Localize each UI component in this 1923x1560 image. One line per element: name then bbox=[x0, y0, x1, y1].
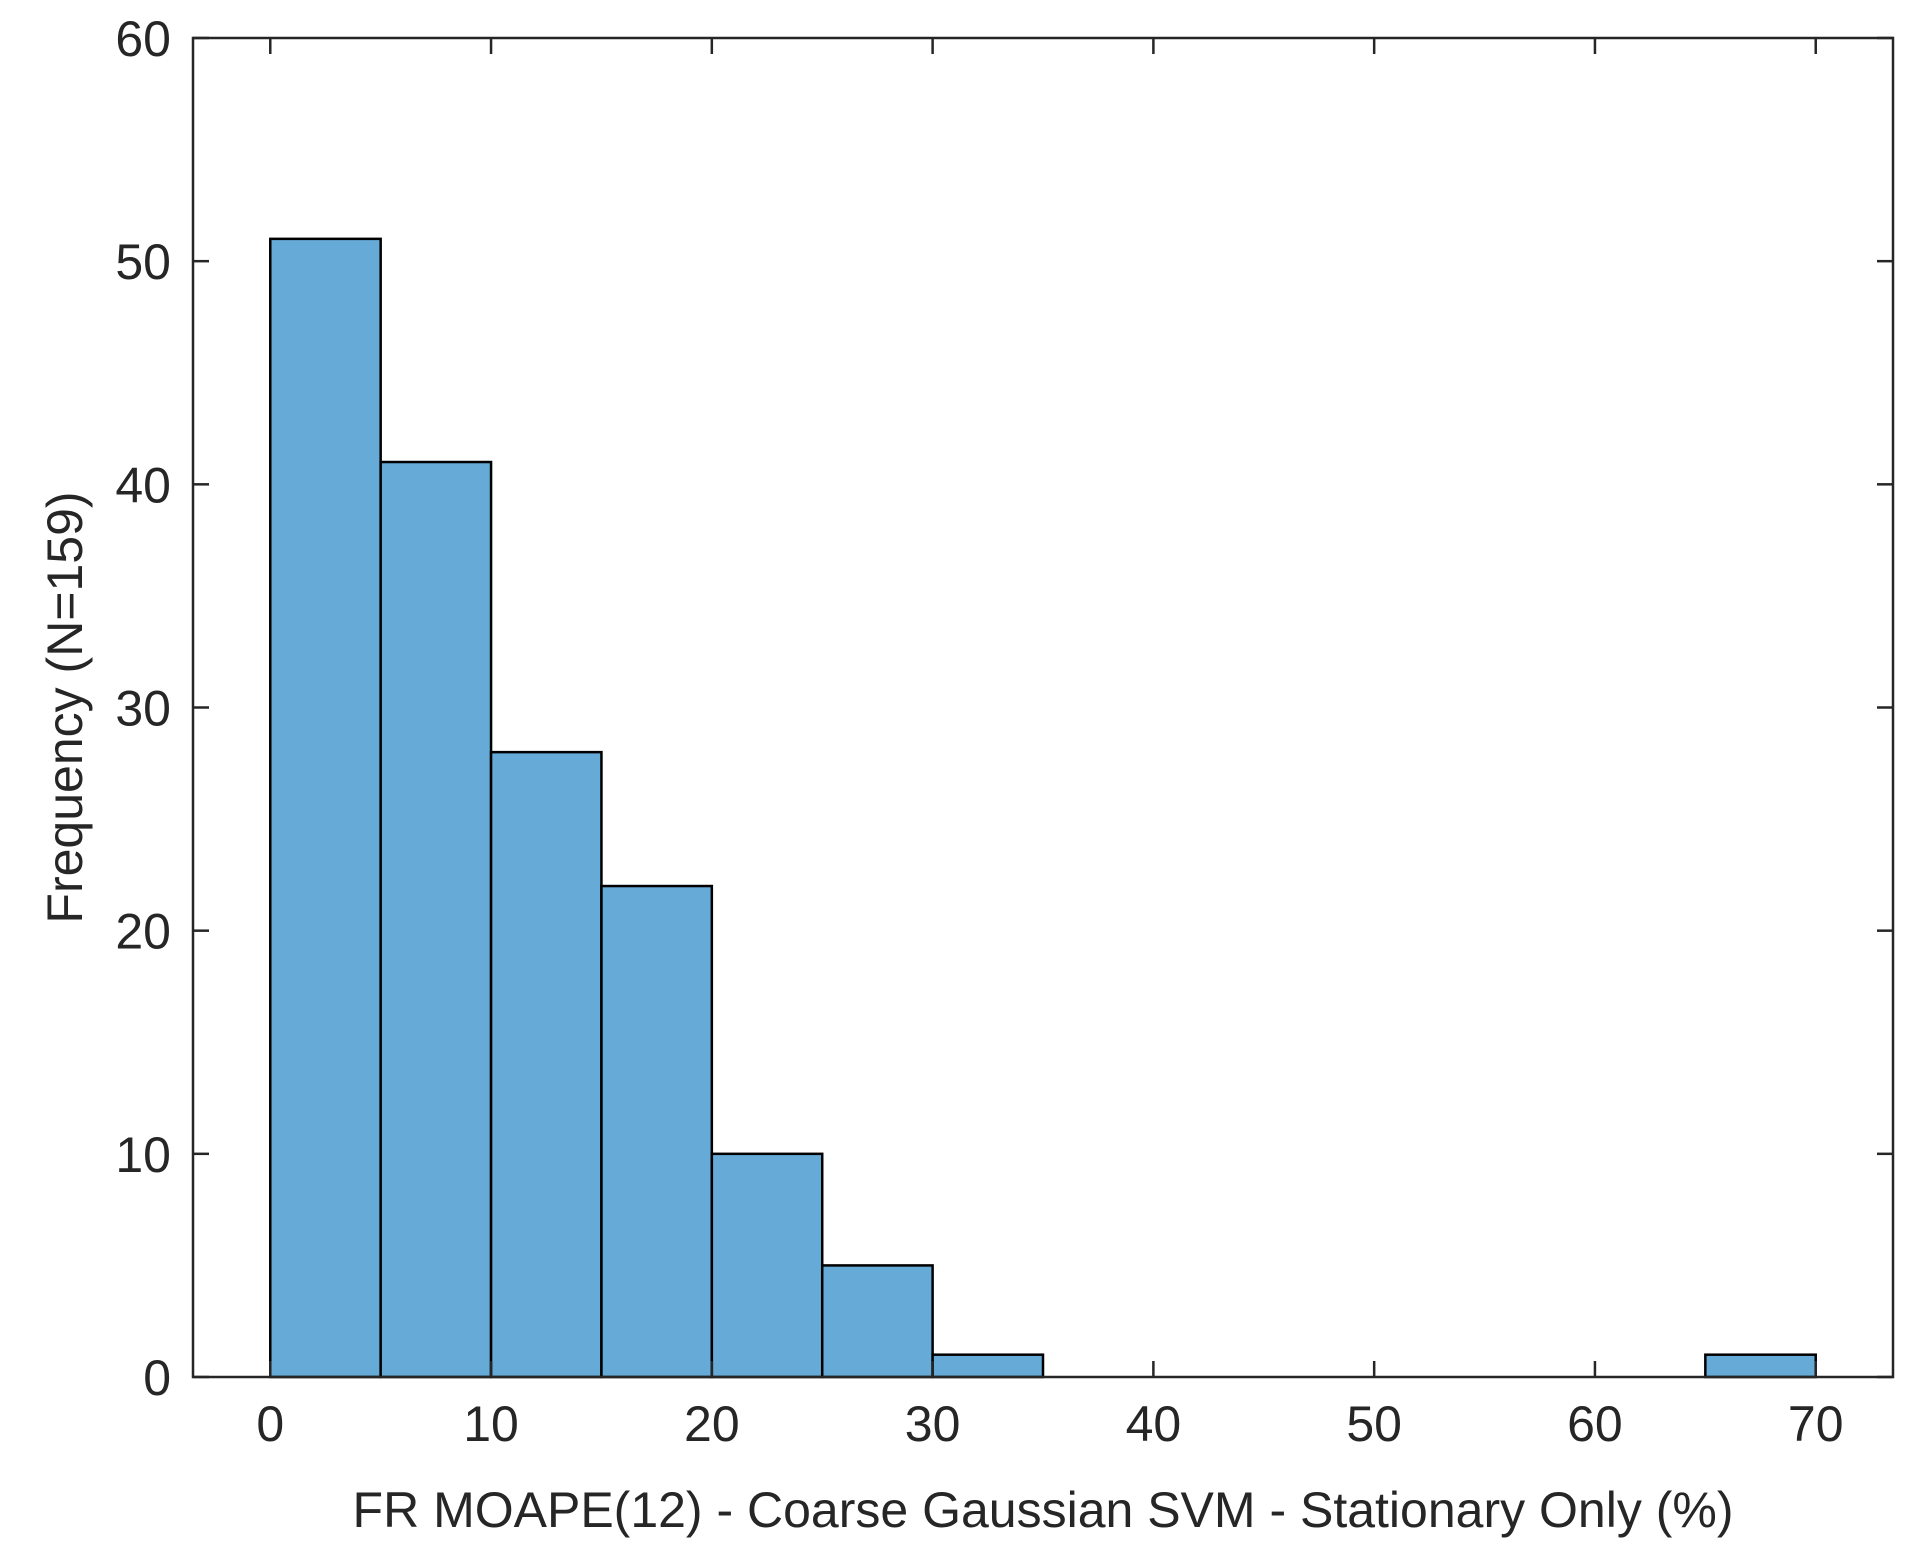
histogram-bar bbox=[600, 884, 714, 1379]
y-tick-label: 60 bbox=[115, 11, 171, 67]
histogram-bar bbox=[379, 460, 493, 1379]
x-axis-title: FR MOAPE(12) - Coarse Gaussian SVM - Sta… bbox=[353, 1482, 1734, 1538]
y-axis-title: Frequency (N=159) bbox=[37, 491, 93, 923]
histogram-bar bbox=[489, 750, 603, 1379]
histogram-bar bbox=[931, 1353, 1045, 1379]
x-tick-label: 40 bbox=[1126, 1396, 1182, 1452]
axis-ticks bbox=[193, 36, 1893, 1379]
histogram-bars bbox=[269, 237, 1817, 1379]
x-tick-label: 30 bbox=[905, 1396, 961, 1452]
x-tick-label: 10 bbox=[463, 1396, 519, 1452]
y-tick-label: 0 bbox=[143, 1350, 171, 1406]
x-tick-label: 50 bbox=[1346, 1396, 1402, 1452]
x-tick-labels: 0 10 20 30 40 50 60 70 bbox=[256, 1396, 1843, 1452]
histogram-bar bbox=[1704, 1353, 1817, 1379]
y-tick-label: 30 bbox=[115, 681, 171, 737]
histogram-bar bbox=[269, 237, 382, 1379]
y-tick-label: 10 bbox=[115, 1127, 171, 1183]
y-tick-label: 40 bbox=[115, 457, 171, 513]
x-tick-label: 20 bbox=[684, 1396, 740, 1452]
x-tick-label: 70 bbox=[1788, 1396, 1844, 1452]
x-tick-label: 0 bbox=[256, 1396, 284, 1452]
y-tick-label: 20 bbox=[115, 904, 171, 960]
histogram-bar bbox=[820, 1264, 934, 1379]
histogram-bar bbox=[710, 1152, 824, 1379]
y-tick-labels: 0 10 20 30 40 50 60 bbox=[115, 11, 171, 1406]
x-tick-label: 60 bbox=[1567, 1396, 1623, 1452]
y-tick-label: 50 bbox=[115, 234, 171, 290]
